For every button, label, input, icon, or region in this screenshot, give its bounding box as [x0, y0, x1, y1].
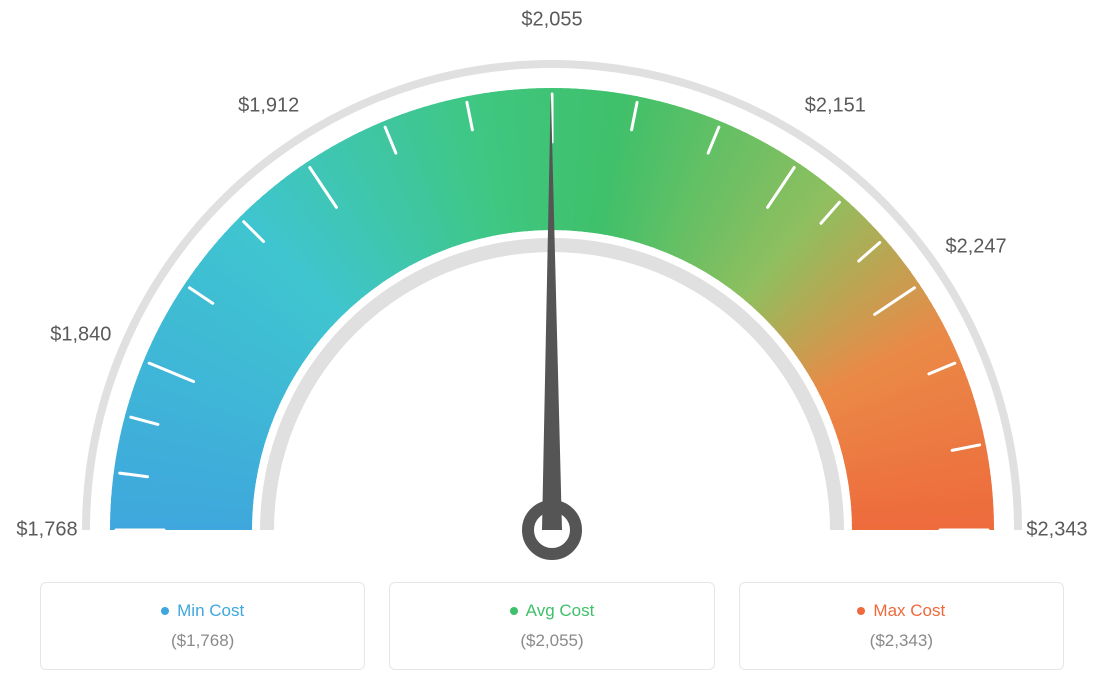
gauge-scale-label: $1,840 [50, 323, 111, 346]
max-cost-label-row: Max Cost [750, 601, 1053, 621]
avg-cost-card: Avg Cost ($2,055) [389, 582, 714, 670]
avg-cost-dot-icon [510, 607, 518, 615]
max-cost-dot-icon [857, 607, 865, 615]
min-cost-card: Min Cost ($1,768) [40, 582, 365, 670]
min-cost-dot-icon [161, 607, 169, 615]
gauge-scale-label: $2,247 [945, 235, 1006, 258]
min-cost-label: Min Cost [177, 601, 244, 621]
avg-cost-value: ($2,055) [400, 631, 703, 651]
max-cost-value: ($2,343) [750, 631, 1053, 651]
max-cost-card: Max Cost ($2,343) [739, 582, 1064, 670]
avg-cost-label-row: Avg Cost [400, 601, 703, 621]
gauge-scale-label: $1,768 [16, 519, 77, 542]
gauge-scale-label: $1,912 [238, 94, 299, 117]
gauge-scale-label: $2,151 [805, 94, 866, 117]
gauge-scale-label: $2,343 [1026, 519, 1087, 542]
cost-gauge [0, 0, 1104, 570]
min-cost-label-row: Min Cost [51, 601, 354, 621]
gauge-scale-label: $2,055 [521, 9, 582, 32]
cost-legend: Min Cost ($1,768) Avg Cost ($2,055) Max … [40, 582, 1064, 670]
min-cost-value: ($1,768) [51, 631, 354, 651]
chart-container: $1,768 $1,840 $1,912 $2,055 $2,151 $2,247 $2,3… [0, 0, 1104, 690]
avg-cost-label: Avg Cost [526, 601, 595, 621]
max-cost-label: Max Cost [873, 601, 945, 621]
